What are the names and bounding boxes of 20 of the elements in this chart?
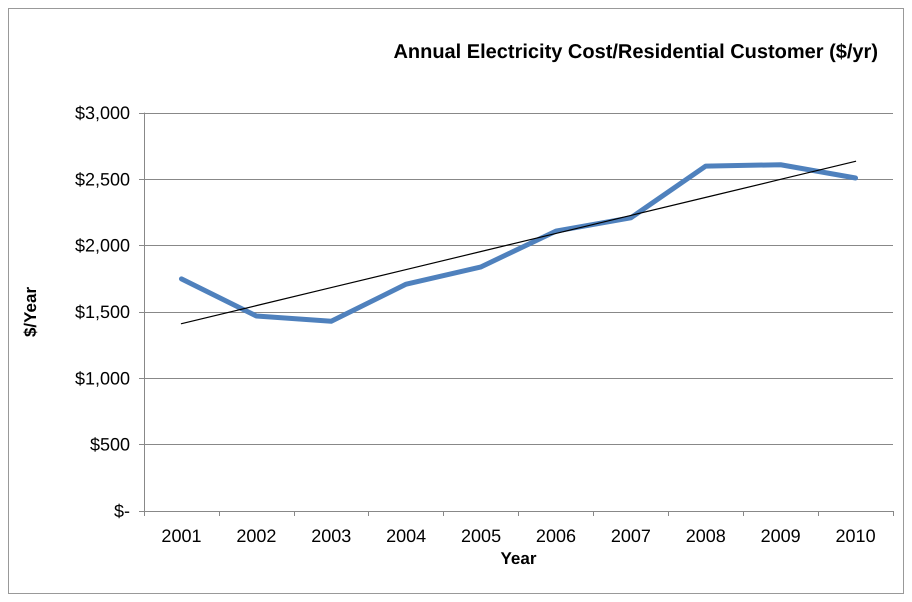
x-tick-label: 2009 — [760, 526, 801, 546]
x-tick-label: 2006 — [536, 526, 576, 546]
chart-title: Annual Electricity Cost/Residential Customer ($/yr) — [393, 41, 878, 63]
y-tick-label: $1,500 — [74, 302, 130, 322]
y-tick-label: $2,000 — [74, 236, 130, 256]
y-tick-label: $3,000 — [74, 103, 130, 123]
x-tick-label: 2001 — [161, 526, 202, 546]
x-tick-label: 2010 — [836, 526, 876, 546]
x-tick-label: 2007 — [610, 526, 651, 546]
y-tick-label: $2,500 — [74, 169, 130, 190]
y-tick-label: $1,000 — [74, 368, 130, 388]
x-tick-label: 2003 — [311, 526, 352, 546]
y-tick-label: $- — [114, 501, 130, 521]
x-axis-title: Year — [500, 548, 537, 568]
x-tick-label: 2005 — [461, 526, 502, 546]
x-tick-label: 2008 — [686, 526, 726, 546]
x-tick-label: 2002 — [236, 526, 276, 546]
y-tick-label: $500 — [90, 434, 130, 455]
x-tick-label: 2004 — [386, 526, 426, 546]
y-axis-title: $/Year — [21, 286, 40, 338]
